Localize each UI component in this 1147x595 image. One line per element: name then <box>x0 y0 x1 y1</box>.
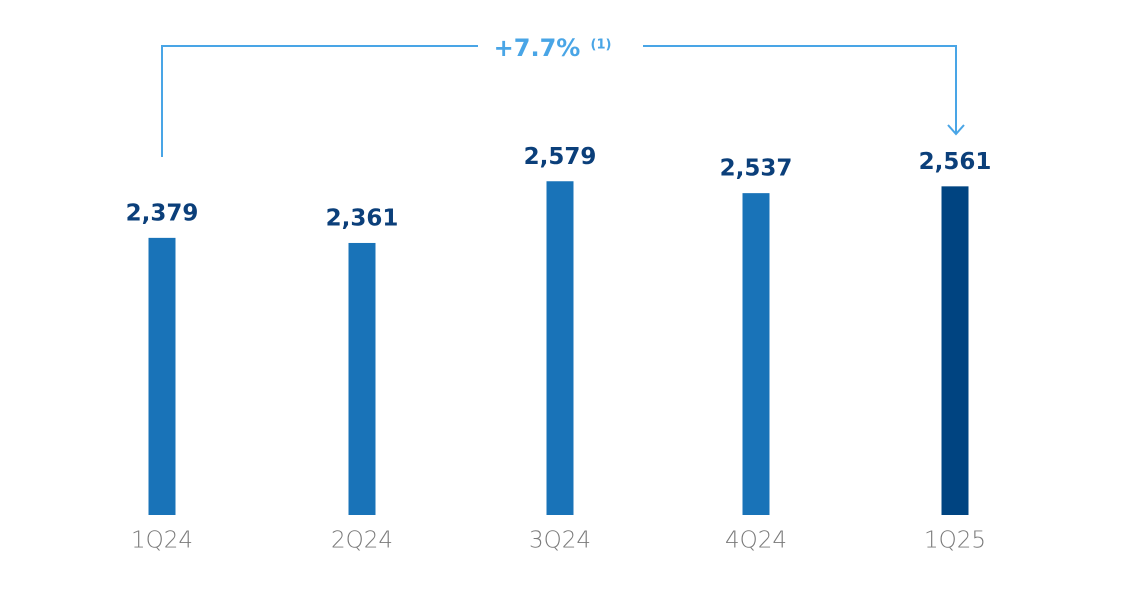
bracket-line <box>161 45 478 157</box>
growth-note: (1) <box>591 38 612 53</box>
x-tick-label: 2Q24 <box>331 528 393 554</box>
bracket-line <box>643 45 957 133</box>
x-tick-label: 4Q24 <box>725 528 787 554</box>
x-tick-label: 1Q25 <box>924 528 986 554</box>
bar <box>742 193 770 515</box>
growth-label: +7.7% <box>494 34 581 62</box>
bar <box>546 181 574 515</box>
value-label: 2,379 <box>126 200 199 226</box>
bar <box>941 186 969 515</box>
x-tick-label: 3Q24 <box>529 528 591 554</box>
value-label: 2,361 <box>326 205 399 231</box>
arrow-head <box>947 124 965 136</box>
value-label: 2,579 <box>524 144 597 170</box>
bar <box>348 242 376 515</box>
x-tick-label: 1Q24 <box>131 528 193 554</box>
growth-bracket <box>161 45 965 157</box>
value-label: 2,561 <box>919 149 992 175</box>
bar <box>148 237 176 516</box>
value-label: 2,537 <box>720 156 793 182</box>
